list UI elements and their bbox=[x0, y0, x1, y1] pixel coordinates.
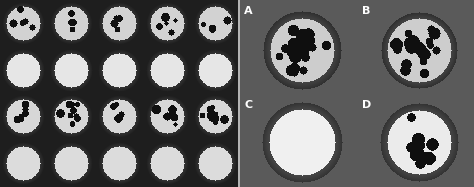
Text: B: B bbox=[362, 6, 370, 16]
Text: A: A bbox=[244, 6, 253, 16]
Text: C: C bbox=[244, 100, 252, 110]
Text: D: D bbox=[362, 100, 371, 110]
